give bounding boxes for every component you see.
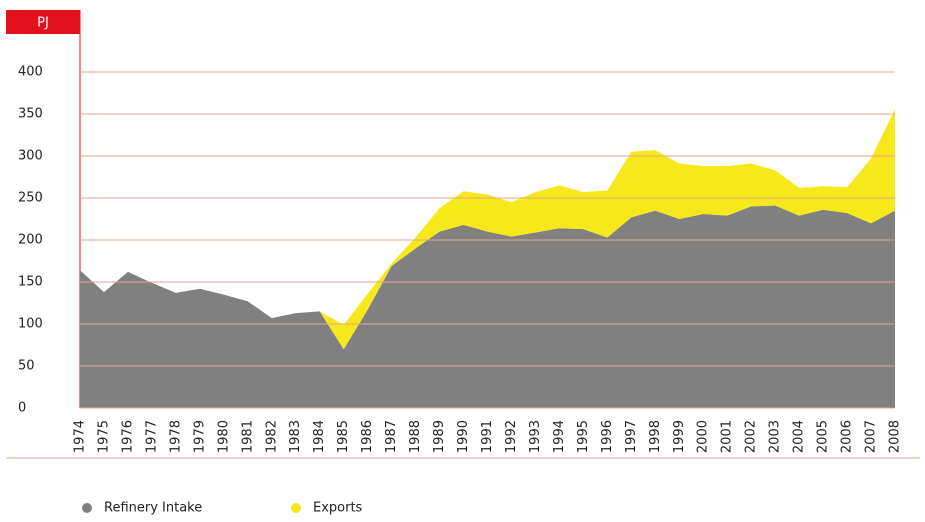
x-tick-label: 2005 (816, 420, 831, 453)
x-tick-label: 1992 (504, 420, 519, 453)
y-tick-label: 150 (18, 275, 43, 290)
y-tick-label: 100 (18, 317, 43, 332)
y-tick-label: 50 (18, 359, 35, 374)
x-tick-label: 1976 (120, 420, 135, 453)
x-tick-label: 1975 (96, 420, 111, 453)
area (80, 108, 895, 350)
x-tick-label: 1982 (264, 420, 279, 453)
x-tick-label: 2002 (744, 420, 759, 453)
x-tick-label: 1988 (408, 420, 423, 453)
x-tick-label: 1984 (312, 420, 327, 453)
y-tick-label: 250 (18, 191, 43, 206)
y-tick-label: 0 (18, 401, 26, 416)
legend-label: Exports (313, 501, 363, 516)
legend-label: Refinery Intake (104, 501, 202, 516)
x-tick-label: 1979 (192, 420, 207, 453)
x-tick-label: 1983 (288, 420, 303, 453)
x-tick-label: 2006 (840, 420, 855, 453)
y-label-box (6, 10, 80, 34)
x-tick-label: 2003 (768, 420, 783, 453)
y-tick-label: 350 (18, 107, 43, 122)
x-tick-label: 1993 (528, 420, 543, 453)
x-tick-label: 2004 (792, 420, 807, 453)
x-tick-label: 1999 (672, 420, 687, 453)
y-axis-label: PJ (37, 16, 49, 31)
legend-marker (291, 503, 301, 513)
legend-marker (82, 503, 92, 513)
x-tick-label: 2000 (696, 420, 711, 453)
x-tick-label: 1977 (144, 420, 159, 453)
x-tick-label: 1994 (552, 420, 567, 453)
x-tick-label: 2008 (888, 420, 903, 453)
x-tick-label: 1985 (336, 420, 351, 453)
x-tick-label: 1997 (624, 420, 639, 453)
x-tick-label: 1974 (73, 420, 88, 453)
x-tick-label: 1995 (576, 420, 591, 453)
y-tick-label: 300 (18, 149, 43, 164)
area (80, 205, 895, 408)
x-tick-label: 1991 (480, 420, 495, 453)
x-tick-label: 1998 (648, 420, 663, 453)
x-tick-label: 1980 (216, 420, 231, 453)
x-tick-label: 1978 (168, 420, 183, 453)
x-tick-label: 1990 (456, 420, 471, 453)
x-tick-label: 2007 (864, 420, 879, 453)
y-tick-label: 400 (18, 65, 43, 80)
y-tick-label: 200 (18, 233, 43, 248)
x-tick-label: 2001 (720, 420, 735, 453)
x-tick-label: 1981 (240, 420, 255, 453)
x-tick-label: 1996 (600, 420, 615, 453)
x-tick-label: 1987 (384, 420, 399, 453)
x-tick-label: 1986 (360, 420, 375, 453)
x-tick-label: 1989 (432, 420, 447, 453)
